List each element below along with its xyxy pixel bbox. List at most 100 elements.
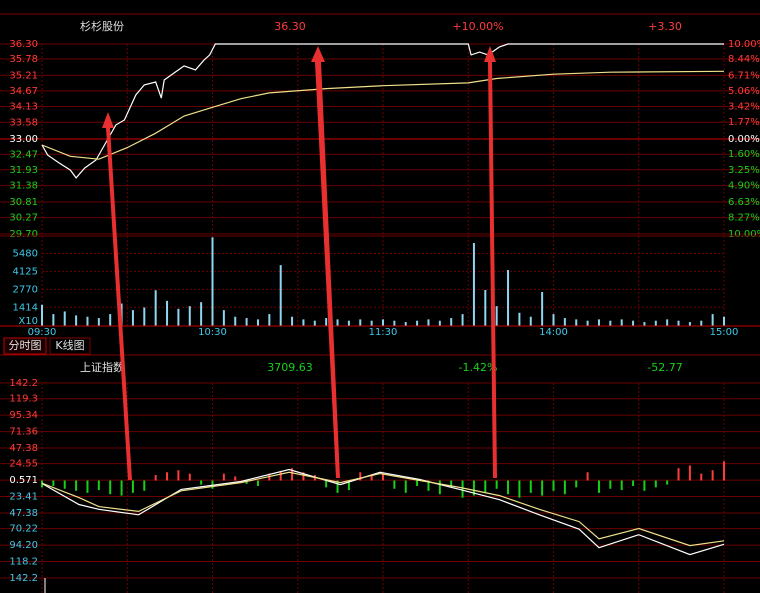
y-tick-label: 2770 [13,284,38,295]
x-tick-label: 09:30 [28,327,57,338]
indicator-bar [677,468,680,481]
volume-bar [495,306,498,326]
tab[interactable]: K线图 [55,338,84,352]
volume-bar [177,308,180,326]
indicator-bar [495,480,498,489]
indicator-bar [336,480,339,493]
volume-bar [723,316,725,326]
indicator-bar [302,472,305,481]
volume-bar [370,320,373,326]
indicator-bar [518,480,521,498]
volume-bar [472,243,475,326]
volume-bar [552,314,555,326]
indicator-bar [370,475,373,481]
y-tick-label: 95.34 [9,410,38,421]
volume-bar [643,322,646,326]
index-change-pct: -1.42% [459,361,498,374]
frame: 分时图 K线图 杉杉股份 36.30 +10.00% +3.30 上证指数 37… [0,13,760,374]
index-value: 3709.63 [267,361,313,374]
indicator-bar [291,468,294,481]
indicator-bar [188,473,191,481]
volume-bar [268,314,271,326]
indicator-bar [131,480,134,493]
y-tick-label: 34.13 [9,101,38,112]
y-tick-label: 118.2 [9,557,38,568]
y-tick-label: 30.27 [9,213,38,224]
y-tick-label: 1414 [13,302,38,313]
indicator-bar [325,480,328,488]
series-line [41,70,725,160]
volume-bar [461,314,464,326]
tab[interactable]: 分时图 [9,339,42,352]
tab-box[interactable] [3,337,47,355]
indicator-bar [529,480,532,493]
y2-tick-label: 10.00% [728,39,760,50]
indicator-bar [200,480,203,485]
volume-bar [438,320,441,326]
indicator-bar [166,472,169,481]
y2-tick-label: 5.06% [728,86,760,97]
volume-bar [416,320,419,326]
indicator-bar [109,480,112,495]
indicator-bar [484,480,487,493]
volume-bar [302,319,305,326]
y-tick-label: 4125 [13,266,38,277]
volume-bar [109,314,112,326]
indicator-bar [52,480,55,486]
indicator-bar [711,470,714,481]
indicator-bar [245,480,248,484]
volume-bar [484,290,487,326]
indicator-bar [143,480,146,491]
y2-tick-label: 1.60% [728,149,760,160]
y-tick-label: 34.67 [9,86,38,97]
indicator-bar [427,480,430,491]
volume-bar [279,265,282,326]
indicator-bar [120,480,123,496]
x-tick-label: 14:00 [539,327,568,338]
y-tick-label: 23.41 [9,492,38,503]
indicator-bar [359,472,362,481]
volume-bar [632,320,635,326]
volume-bar [620,319,623,326]
volume-bar [382,319,384,326]
y-tick-label: 31.38 [9,181,38,192]
y2-tick-label: 6.71% [728,70,760,81]
series-line [41,468,725,556]
volume-bar [563,318,566,326]
indicator-bar [404,480,407,493]
volume-bar [575,319,578,326]
stock-name: 杉杉股份 [80,19,124,33]
y-tick-label: 70.22 [9,524,38,535]
indicator-bar [177,470,180,481]
y-tick-label: 142.2 [9,378,38,389]
indicator-bar [393,480,396,489]
y2-tick-label: 10.00% [728,229,760,240]
arrow [484,46,497,478]
indicator-bar [666,480,669,485]
volume-bar [131,310,134,326]
volume-bar [63,311,66,326]
y2-tick-label: 8.27% [728,213,760,224]
y-tick-label: 24.55 [9,459,38,470]
volume-bar [86,316,89,326]
y-tick-label: 5480 [13,248,38,259]
indicator-bar [63,480,66,489]
volume-bar [518,312,521,326]
indicator-bar [552,480,555,491]
volume-bar [677,320,680,326]
y-tick-label: 119.3 [9,394,38,405]
indicator-bar [154,475,157,481]
tab-box[interactable] [49,337,91,355]
arrow [311,46,340,478]
volume-bar [222,310,225,326]
volume-bar [529,316,532,326]
volume-bar [507,270,510,326]
indicator-bar [211,480,214,489]
volume-bar [313,320,316,326]
volume-bar [143,307,146,326]
x-tick-label: 11:30 [369,327,398,338]
indicator-bar [438,480,441,495]
y-tick-label: 47.38 [9,508,38,519]
y-tick-label: 31.93 [9,165,38,176]
